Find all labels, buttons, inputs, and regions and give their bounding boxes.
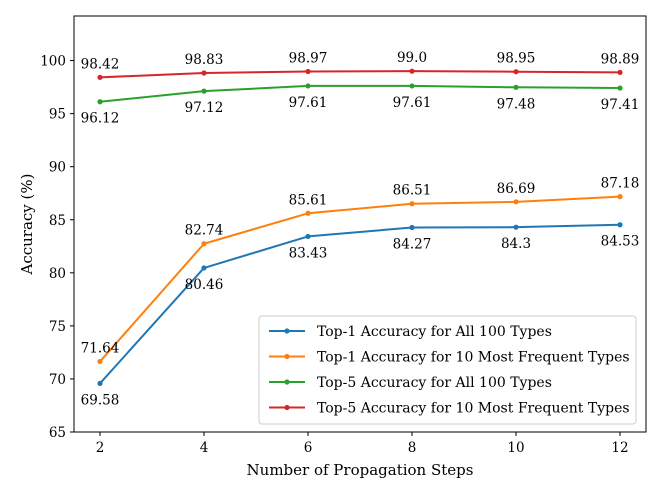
- y-tick-label: 80: [49, 266, 66, 282]
- data-label: 85.61: [289, 192, 328, 208]
- axes: 2 4 6 8 10 12 65 70 75 80 85 90 95 100: [40, 15, 647, 456]
- y-tick-label: 70: [49, 372, 66, 388]
- data-label: 71.64: [81, 341, 120, 357]
- data-point: [97, 99, 103, 105]
- data-point: [409, 201, 415, 207]
- plot-frame: [73, 15, 647, 433]
- data-point: [409, 83, 415, 89]
- legend-swatch-marker: [284, 353, 290, 360]
- data-label: 97.41: [601, 97, 640, 113]
- data-label: 87.18: [601, 176, 640, 192]
- data-label: 84.27: [393, 237, 432, 253]
- data-point: [201, 241, 207, 247]
- data-label: 98.89: [601, 51, 640, 67]
- x-axis-title: Number of Propagation Steps: [247, 461, 474, 479]
- data-point: [513, 69, 519, 75]
- data-point: [201, 70, 207, 76]
- data-point: [409, 68, 415, 74]
- data-point: [305, 68, 311, 75]
- x-tick-label: 2: [96, 440, 105, 456]
- data-point: [513, 224, 519, 230]
- x-tick-label: 10: [507, 440, 524, 456]
- legend: Top-1 Accuracy for All 100 Types Top-1 Ac…: [258, 315, 637, 425]
- data-point: [305, 210, 311, 216]
- y-tick-label: 75: [49, 319, 66, 335]
- data-label: 82.74: [185, 223, 224, 239]
- data-label: 97.61: [393, 95, 432, 111]
- data-point: [513, 84, 519, 90]
- series-line: [99, 84, 621, 103]
- y-axis-title: Accuracy (%): [18, 173, 36, 275]
- data-label: 97.12: [185, 100, 224, 116]
- legend-label: Top-5 Accuracy for All 100 Types: [317, 375, 552, 391]
- data-point: [305, 83, 311, 89]
- data-label: 97.61: [289, 95, 328, 111]
- data-label: 83.43: [289, 245, 328, 261]
- data-point: [617, 222, 623, 228]
- x-tick-label: 4: [200, 440, 209, 456]
- data-labels: 69.58 80.46 83.43 84.27 84.3 84.53 71.64 82.74 8…: [81, 50, 640, 408]
- data-label: 98.83: [185, 52, 224, 68]
- data-label: 86.69: [497, 181, 536, 197]
- y-tick-label: 65: [49, 425, 66, 441]
- data-point: [617, 85, 623, 91]
- series-line: [99, 223, 621, 385]
- data-label: 98.95: [497, 51, 536, 67]
- data-label: 86.51: [393, 183, 432, 199]
- data-label: 80.46: [185, 277, 224, 293]
- data-point: [617, 194, 623, 200]
- legend-label: Top-1 Accuracy for 10 Most Frequent Type…: [317, 350, 630, 366]
- y-tick-label: 85: [49, 213, 66, 229]
- data-point: [409, 224, 415, 231]
- data-point: [513, 199, 519, 205]
- data-label: 97.48: [497, 96, 536, 112]
- legend-label: Top-5 Accuracy for 10 Most Frequent Type…: [317, 401, 630, 417]
- x-tick-label: 12: [611, 440, 628, 456]
- data-label: 99.0: [397, 50, 427, 66]
- legend-label: Top-1 Accuracy for All 100 Types: [317, 324, 552, 340]
- y-tick-label: 90: [49, 160, 66, 176]
- data-point: [617, 69, 623, 75]
- data-point: [97, 358, 103, 365]
- y-tick-label: 95: [49, 107, 66, 123]
- series-lines: [97, 68, 623, 386]
- series-line: [99, 195, 621, 363]
- legend-swatch-marker: [284, 404, 290, 411]
- data-point: [97, 74, 103, 80]
- data-label: 84.53: [601, 234, 640, 250]
- x-tick-label: 6: [304, 440, 313, 456]
- legend-swatch-marker: [284, 379, 290, 385]
- data-point: [201, 265, 207, 271]
- data-point: [201, 88, 207, 94]
- data-label: 98.42: [81, 56, 120, 72]
- data-label: 98.97: [289, 51, 328, 67]
- data-label: 84.3: [501, 236, 531, 252]
- data-point: [97, 380, 103, 386]
- data-point: [305, 233, 311, 240]
- legend-box: [258, 315, 637, 425]
- x-tick-label: 8: [408, 440, 417, 456]
- legend-swatch-marker: [284, 328, 290, 334]
- series-line: [99, 70, 621, 79]
- data-label: 69.58: [81, 392, 120, 408]
- data-label: 96.12: [81, 111, 120, 127]
- y-tick-label: 100: [40, 54, 66, 70]
